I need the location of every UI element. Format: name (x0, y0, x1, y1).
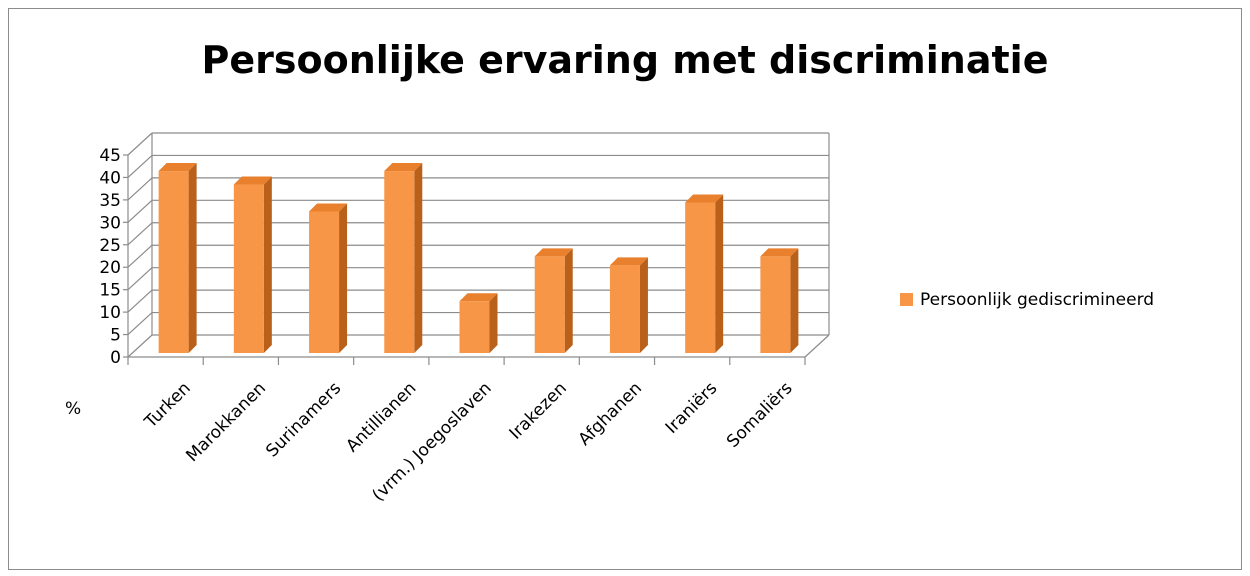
bar (233, 184, 264, 353)
x-tick-label: Afghanen (575, 378, 646, 449)
legend-swatch (900, 293, 913, 306)
bar-side (188, 163, 197, 353)
y-tick-label: 20 (99, 258, 121, 278)
bar (760, 256, 791, 353)
y-tick-label: 5 (110, 326, 121, 346)
bar (309, 211, 340, 353)
floor-edge (804, 334, 830, 358)
bar (534, 256, 565, 353)
gridline-side (127, 132, 153, 156)
bar-side (639, 257, 648, 353)
bar-top (233, 176, 272, 185)
y-tick-label: 0 (110, 348, 121, 368)
chart-title: Persoonlijke ervaring met discriminatie (201, 38, 1049, 82)
y-axis-label: % (65, 399, 81, 419)
bar-side (489, 293, 498, 353)
x-tick-label: Irakezen (506, 378, 571, 443)
bar (609, 265, 640, 353)
y-tick-label: 10 (99, 303, 121, 323)
legend-label: Persoonlijk gediscrimineerd (920, 290, 1154, 310)
x-tick-label: Surinamers (262, 378, 345, 461)
bar (158, 171, 189, 353)
gridline-side (127, 267, 153, 291)
bar-side (339, 203, 348, 353)
gridline-side (127, 334, 153, 358)
bars (158, 163, 799, 353)
y-tick-label: 30 (99, 213, 121, 233)
gridline-side (127, 289, 153, 313)
gridline-side (127, 312, 153, 335)
bar-top (158, 163, 197, 172)
gridline-side (127, 155, 153, 178)
gridline-side (127, 222, 153, 246)
x-tick-label: Antillianen (342, 378, 420, 456)
y-tick-label: 40 (99, 168, 121, 188)
x-tick-label: Marokkanen (182, 378, 270, 466)
y-tick-label: 25 (99, 236, 121, 256)
bar-top (459, 293, 498, 302)
gridline-side (127, 244, 153, 268)
gridline-side (127, 199, 153, 223)
y-tick-label: 35 (99, 191, 121, 211)
bar-side (564, 248, 573, 353)
y-tick-label: 15 (99, 281, 121, 301)
bar-top (384, 163, 423, 172)
bar-top (760, 248, 799, 257)
bar (384, 171, 415, 353)
x-tick-label: Turken (140, 378, 194, 432)
gridline-side (127, 177, 153, 201)
bar (459, 301, 490, 353)
bar-side (414, 163, 423, 353)
bar-side (715, 194, 724, 353)
axes (123, 133, 830, 365)
bar-side (790, 248, 799, 353)
y-tick-label: 45 (99, 146, 121, 166)
bar-top (685, 194, 724, 203)
legend: Persoonlijk gediscrimineerd (900, 290, 1154, 310)
bar-top (534, 248, 573, 257)
x-tick-label: Iraniërs (662, 378, 722, 438)
bar (685, 202, 716, 353)
x-tick-label: Somaliërs (723, 378, 797, 452)
bar-top (309, 203, 348, 212)
bar-top (609, 257, 648, 266)
bar-side (263, 176, 272, 353)
